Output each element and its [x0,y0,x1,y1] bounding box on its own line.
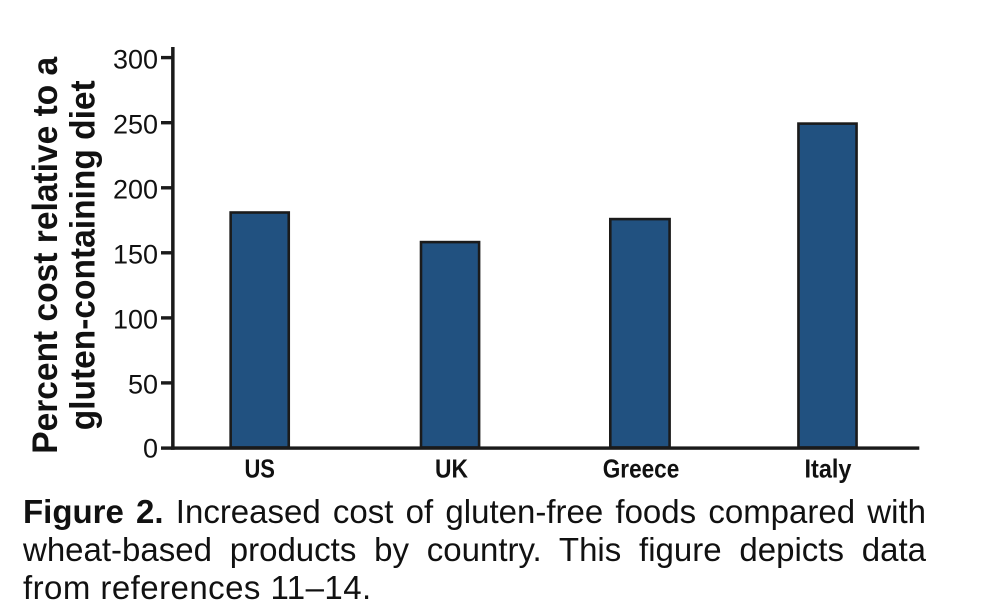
svg-text:250: 250 [113,109,158,139]
svg-text:150: 150 [113,240,158,270]
svg-text:US: US [244,454,275,484]
svg-text:200: 200 [113,175,158,205]
svg-text:300: 300 [113,44,158,74]
svg-text:0: 0 [143,434,158,464]
svg-text:50: 50 [128,370,158,400]
svg-text:Percent cost relative to a: Percent cost relative to a [26,56,65,454]
svg-text:Greece: Greece [603,454,680,484]
svg-text:gluten-containing diet: gluten-containing diet [64,80,103,430]
svg-text:100: 100 [113,305,158,335]
svg-text:UK: UK [435,454,468,484]
svg-text:Italy: Italy [805,454,852,484]
